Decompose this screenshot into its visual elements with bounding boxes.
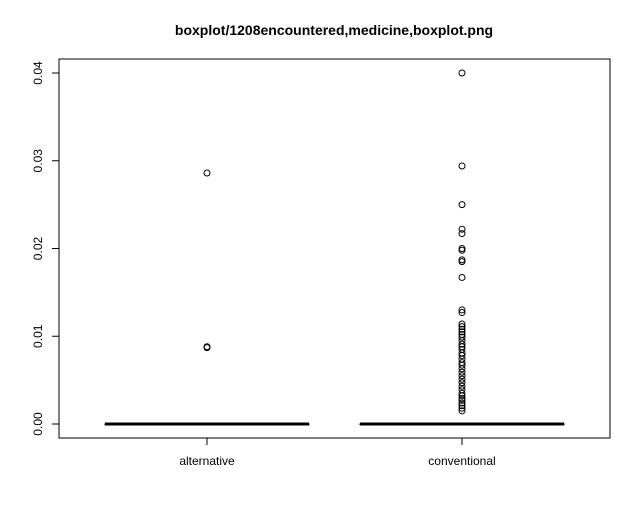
y-tick-label: 0.04 (31, 61, 45, 85)
outlier-point (458, 320, 466, 328)
chart-title: boxplot/1208encountered,medicine,boxplot… (175, 22, 493, 38)
outlier-point (458, 328, 466, 336)
outlier-point (458, 404, 466, 412)
outlier-point (458, 201, 466, 209)
outlier-point (458, 273, 466, 281)
outlier-point (458, 396, 466, 404)
outlier-point (458, 309, 466, 317)
y-tick-label: 0.00 (31, 412, 45, 436)
outlier-point (458, 230, 466, 238)
outlier-point (458, 379, 466, 387)
outlier-point (458, 352, 466, 360)
x-tick-label: conventional (428, 454, 495, 468)
outlier-point (458, 389, 466, 397)
y-tick-label: 0.01 (31, 324, 45, 348)
outlier-point (458, 225, 466, 233)
outlier-point (458, 407, 466, 415)
outlier-point (458, 372, 466, 380)
y-tick-label: 0.02 (31, 236, 45, 260)
outlier-point (458, 392, 466, 400)
outlier-point (203, 169, 211, 177)
y-tick-label: 0.03 (31, 149, 45, 173)
outlier-point (458, 162, 466, 170)
boxes-group (104, 69, 565, 426)
outlier-point (203, 344, 211, 352)
outlier-point (458, 258, 466, 266)
outlier-point (458, 402, 466, 410)
outlier-point (458, 333, 466, 341)
outlier-point (458, 399, 466, 407)
outlier-point (458, 325, 466, 333)
y-axis: 0.00 0.01 0.02 0.03 0.04 (31, 61, 59, 436)
outlier-point (458, 361, 466, 369)
outlier-point (458, 368, 466, 376)
plot-frame (58, 58, 611, 439)
x-tick-label: alternative (179, 454, 235, 468)
outlier-point (458, 340, 466, 348)
outlier-point (458, 375, 466, 383)
outlier-point (458, 306, 466, 314)
x-axis: alternative conventional (179, 438, 496, 468)
outlier-point (458, 69, 466, 77)
outlier-point (458, 382, 466, 390)
outlier-point (458, 323, 466, 331)
outlier-point (458, 365, 466, 373)
outlier-point (458, 246, 466, 254)
